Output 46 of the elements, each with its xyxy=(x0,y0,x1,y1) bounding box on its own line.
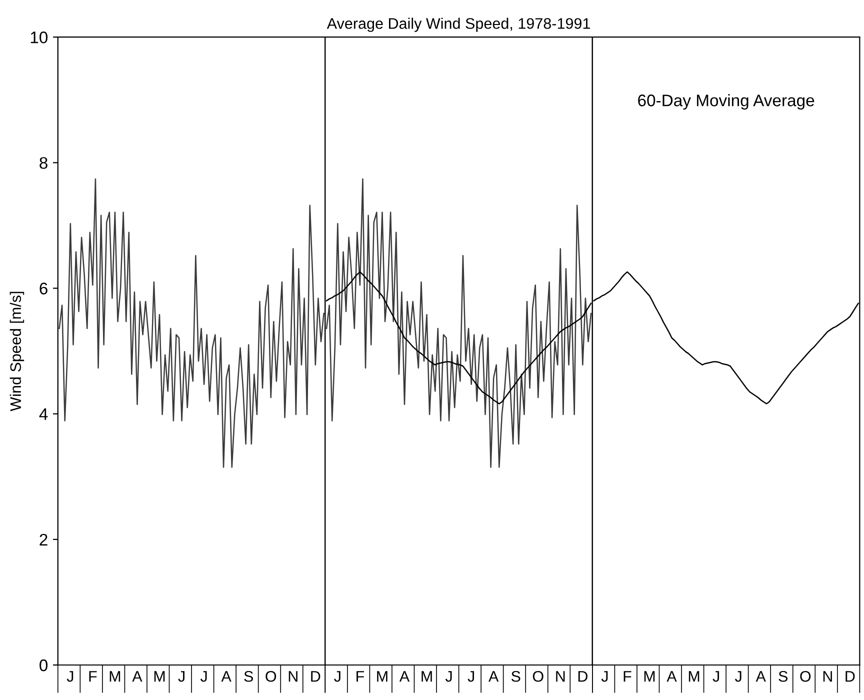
x-tick-label: O xyxy=(532,670,544,682)
x-tick-label: M xyxy=(688,671,700,682)
y-axis-title: Wind Speed [m/s] xyxy=(10,292,24,412)
y-tick-label: 0 xyxy=(40,659,48,672)
x-tick-label: M xyxy=(422,671,432,682)
x-tick-label: F xyxy=(356,671,364,682)
x-tick-label: J xyxy=(734,671,742,682)
x-tick-label: N xyxy=(288,671,298,682)
y-tick-label: 2 xyxy=(40,534,48,546)
x-tick-label: A xyxy=(756,671,766,682)
x-tick-label: J xyxy=(200,671,207,682)
x-tick-label: S xyxy=(778,670,788,682)
y-tick-label: 6 xyxy=(40,282,48,294)
x-tick-label: J xyxy=(712,671,719,682)
chart-title: Average Daily Wind Speed, 1978-1991 xyxy=(326,18,590,32)
x-tick-label: O xyxy=(266,670,276,682)
x-tick-label: M xyxy=(154,671,165,682)
x-tick-label: J xyxy=(601,671,608,682)
x-tick-label: F xyxy=(89,671,97,682)
x-tick-label: A xyxy=(132,671,142,682)
y-tick-label: 10 xyxy=(30,32,48,44)
x-tick-label: N xyxy=(556,671,565,682)
x-tick-label: A xyxy=(399,671,410,682)
x-tick-label: A xyxy=(221,671,232,682)
x-tick-label: S xyxy=(511,670,520,682)
x-tick-label: J xyxy=(468,671,474,682)
x-tick-label: N xyxy=(823,671,832,682)
line-series xyxy=(58,178,324,468)
x-tick-label: O xyxy=(800,670,811,682)
x-tick-label: D xyxy=(846,671,855,682)
x-tick-label: J xyxy=(445,671,452,682)
x-tick-label: A xyxy=(666,671,677,682)
x-tick-label: J xyxy=(178,671,184,682)
y-tick-label: 4 xyxy=(39,408,48,420)
x-tick-label: M xyxy=(377,671,388,682)
annotation: 60-Day Moving Average xyxy=(638,94,814,110)
x-tick-label: F xyxy=(624,671,632,682)
x-tick-label: M xyxy=(644,671,655,682)
x-tick-label: D xyxy=(311,671,320,682)
x-tick-label: J xyxy=(66,671,74,682)
x-tick-label: S xyxy=(244,670,253,682)
x-tick-label: A xyxy=(488,671,499,682)
x-tick-label: M xyxy=(110,671,120,682)
x-tick-label: J xyxy=(334,671,340,682)
x-tick-label: D xyxy=(578,671,588,682)
y-tick-label: 8 xyxy=(40,157,48,169)
